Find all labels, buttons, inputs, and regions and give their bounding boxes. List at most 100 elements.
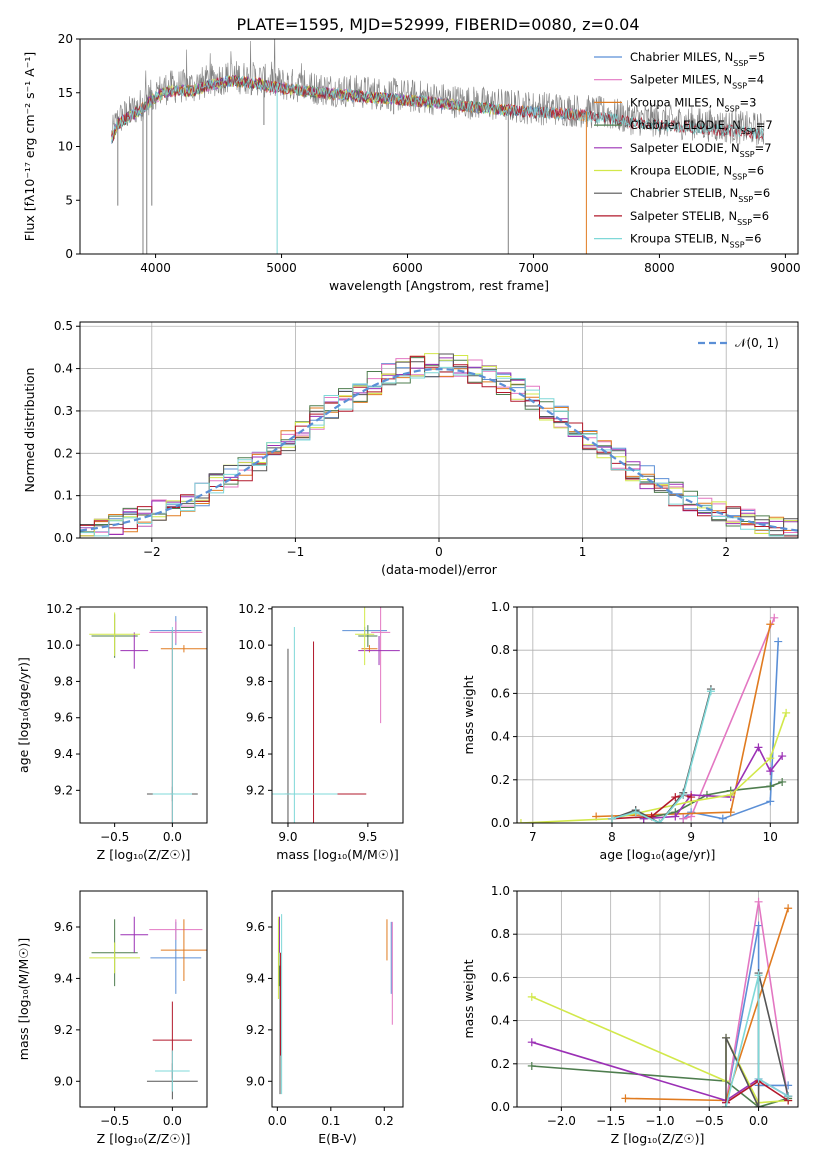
y-tick-label: 0 [65, 247, 73, 261]
weight-point-kroupa_stelib [754, 971, 763, 980]
weight-point-kroupa_miles [784, 904, 793, 913]
x-tick-label: 9 [687, 830, 695, 844]
x-tick-label: 0 [435, 545, 443, 559]
x-axis-label: (data-model)/error [381, 562, 498, 577]
legend: 𝒩(0, 1) [698, 336, 779, 350]
y-tick-label: 0.8 [491, 927, 510, 941]
y-tick-label: 0.0 [54, 531, 73, 545]
y-tick-label: 9.4 [246, 747, 265, 761]
x-tick-label: 2 [722, 545, 730, 559]
y-tick-label: 0.4 [54, 362, 73, 376]
x-tick-label: 1 [579, 545, 587, 559]
y-tick-label: 9.2 [246, 1023, 265, 1037]
weight-point-kroupa_stelib [784, 1092, 793, 1101]
y-tick-label: 9.8 [54, 674, 73, 688]
weight-point-salpeter_stelib [671, 793, 680, 802]
weight-point-kroupa_elodie [782, 708, 791, 717]
chart-age_vs_mass: 9.0 9.5 9.2 9.4 9.6 9.8 10.0 10.2 mass [log₁₀(M/… [238, 602, 404, 862]
y-axis-label: Normed distribution [22, 368, 37, 493]
y-tick-label: 9.6 [54, 711, 73, 725]
y-tick-label: 0.1 [54, 489, 73, 503]
x-tick-label: 7000 [518, 261, 549, 275]
x-tick-label: 5000 [266, 261, 297, 275]
y-tick-label: 0.0 [491, 1100, 510, 1114]
chart-mass_vs_ebv: 0.0 0.1 0.2 9.0 9.2 9.4 9.6 E(B-V) [246, 890, 404, 1146]
weight-point-salpeter_miles [679, 814, 688, 823]
chart-mass_vs_Z: −0.5 0.0 9.0 9.2 9.4 9.6 Z [log₁₀(Z/Z☉)] mass [… [16, 890, 208, 1146]
y-tick-label: 9.6 [246, 711, 265, 725]
weight-line-chabrier_miles [725, 925, 789, 1103]
chart-residuals: −2 −1 0 1 2 0.0 0.1 0.2 0.3 0.4 0.5 (data-model)/er… [22, 319, 799, 577]
y-axis-label: mass weight [461, 675, 476, 754]
legend-label-normal: 𝒩(0, 1) [735, 336, 779, 350]
legend-label-chabrier_stelib: Chabrier STELIB, NSSP=6 [630, 186, 770, 204]
chart-spectrum: 4000 5000 6000 7000 8000 9000 0 5 10 15 20 waveleng… [22, 32, 801, 293]
weight-point-kroupa_stelib [607, 814, 616, 823]
x-tick-label: 0.0 [163, 830, 182, 844]
y-tick-label: 1.0 [491, 600, 510, 614]
legend-label-salpeter_stelib: Salpeter STELIB, NSSP=6 [630, 209, 769, 227]
y-tick-label: 5 [65, 193, 73, 207]
y-tick-label: 9.0 [246, 1074, 265, 1088]
weight-point-chabrier_elodie [778, 777, 787, 786]
chart-weight_vs_age: 7 8 9 10 0.0 0.2 0.4 0.6 0.8 1.0 age [log₁₀(age/yr… [461, 600, 799, 862]
x-tick-label: 7 [529, 830, 537, 844]
weight-line-chabrier_elodie [531, 1065, 789, 1107]
axes-frame [516, 606, 799, 824]
legend-label-kroupa_stelib: Kroupa STELIB, NSSP=6 [630, 232, 761, 250]
y-tick-label: 1.0 [491, 884, 510, 898]
weight-point-chabrier_stelib [722, 1033, 731, 1042]
x-axis-label: Z [log₁₀(Z/Z☉)] [97, 1131, 191, 1146]
x-tick-label: 0.0 [268, 1114, 287, 1128]
y-tick-label: 9.6 [54, 920, 73, 934]
charts-layer: 4000 5000 6000 7000 8000 900005101520waveleng… [16, 32, 801, 1146]
plot-area-age_vs_Z [89, 612, 207, 823]
x-tick-label: −0.5 [695, 1114, 724, 1128]
axes-frame [79, 890, 208, 1108]
weight-point-salpeter_miles [754, 897, 763, 906]
chart-age_vs_Z: −0.5 0.0 9.2 9.4 9.6 9.8 10.0 10.2 Z [log₁₀(Z/Z☉… [16, 602, 208, 862]
weight-point-salpeter_elodie [671, 812, 680, 821]
weight-line-kroupa_elodie [520, 712, 787, 823]
y-tick-label: 0.0 [491, 816, 510, 830]
figure-title: PLATE=1595, MJD=52999, FIBERID=0080, z=0… [236, 15, 639, 34]
y-tick-label: 9.2 [54, 783, 73, 797]
x-tick-label: 8000 [644, 261, 675, 275]
y-tick-label: 0.5 [54, 319, 73, 333]
axes-frame [79, 606, 208, 824]
legend-label-salpeter_elodie: Salpeter ELODIE, NSSP=7 [630, 141, 772, 159]
weight-point-chabrier_miles [754, 921, 763, 930]
x-tick-label: 4000 [140, 261, 171, 275]
normal-curve-line [80, 367, 798, 532]
plot-area-weight_vs_age [517, 613, 791, 823]
legend: Chabrier MILES, NSSP=5 Salpeter MILES, NS… [594, 50, 773, 249]
x-tick-label: 9.0 [278, 830, 297, 844]
y-tick-label: 10.0 [46, 638, 73, 652]
y-tick-label: 9.4 [54, 971, 73, 985]
x-axis-label: Z [log₁₀(Z/Z☉)] [611, 1131, 705, 1146]
y-tick-label: 0.6 [491, 970, 510, 984]
y-tick-label: 0.2 [491, 1057, 510, 1071]
y-tick-label: 9.4 [54, 747, 73, 761]
x-tick-label: 10 [763, 830, 778, 844]
y-tick-label: 20 [58, 32, 73, 46]
legend-label-kroupa_elodie: Kroupa ELODIE, NSSP=6 [630, 164, 764, 182]
x-tick-label: −1.5 [596, 1114, 625, 1128]
weight-point-salpeter_elodie [754, 743, 763, 752]
x-tick-label: −1 [287, 545, 305, 559]
weight-point-kroupa_stelib [754, 1074, 763, 1083]
weight-point-salpeter_elodie [766, 767, 775, 776]
x-tick-label: 8 [608, 830, 616, 844]
y-tick-label: 9.4 [246, 971, 265, 985]
x-tick-label: 0.0 [163, 1114, 182, 1128]
y-tick-label: 0.6 [491, 686, 510, 700]
weight-point-kroupa_elodie [517, 819, 525, 823]
model-line-kroupa_stelib [111, 75, 764, 142]
x-axis-label: mass [log₁₀(M/M☉)] [276, 847, 398, 862]
axes-frame [271, 606, 404, 824]
x-tick-label: 0.1 [321, 1114, 340, 1128]
x-axis-label: age [log₁₀(age/yr)] [600, 847, 716, 862]
x-tick-label: −2 [143, 545, 161, 559]
x-tick-label: −1.0 [645, 1114, 674, 1128]
